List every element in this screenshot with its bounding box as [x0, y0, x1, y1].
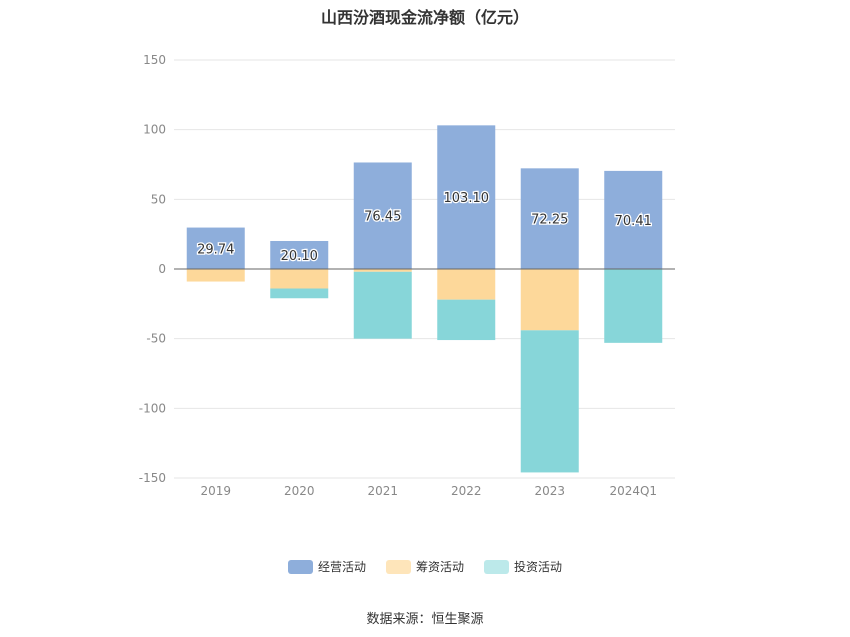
bar-financing	[520, 269, 579, 331]
y-tick-label: 50	[151, 192, 166, 206]
y-tick-label: 0	[158, 262, 166, 276]
bar-financing	[437, 269, 496, 300]
bar-operating	[186, 227, 245, 269]
data-label: 70.41	[615, 214, 652, 229]
x-tick-label: 2021	[367, 484, 398, 498]
legend-label-investing: 投资活动	[514, 560, 563, 574]
x-tick-label: 2024Q1	[609, 484, 657, 498]
legend-swatch-financing	[385, 559, 411, 574]
chart-title: 山西汾酒现金流净额（亿元）	[320, 8, 529, 27]
y-tick-label: -50	[146, 332, 166, 346]
legend-item-financing[interactable]: 筹资活动	[385, 558, 464, 575]
x-tick-label: 2023	[534, 484, 565, 498]
data-label: 20.10	[281, 249, 318, 264]
y-tick-label: 100	[143, 123, 166, 137]
legend-item-investing[interactable]: 投资活动	[484, 558, 562, 575]
bar-investing	[437, 299, 496, 341]
data-label: 72.25	[531, 213, 568, 228]
y-tick-label: 150	[143, 53, 166, 67]
bar-financing	[186, 269, 245, 282]
legend-label-financing: 筹资活动	[415, 560, 464, 574]
data-source: 数据来源：恒生聚源	[366, 612, 484, 627]
data-label: 29.74	[197, 242, 234, 257]
bar-financing	[353, 269, 412, 272]
legend-swatch-operating	[287, 559, 313, 574]
bar-operating	[353, 162, 412, 269]
legend-label-operating: 经营活动	[317, 560, 366, 574]
y-tick-label: -150	[139, 471, 166, 485]
x-tick-label: 2019	[200, 484, 231, 498]
x-tick-label: 2020	[284, 484, 315, 498]
legend: 经营活动 筹资活动 投资活动	[0, 558, 850, 575]
y-tick-label: -100	[139, 401, 166, 415]
bar-investing	[520, 330, 579, 473]
bar-investing	[604, 269, 663, 343]
bar-operating	[437, 125, 496, 269]
legend-item-operating[interactable]: 经营活动	[287, 558, 366, 575]
bar-investing	[270, 288, 329, 299]
bar-operating	[520, 168, 579, 269]
x-tick-label: 2022	[451, 484, 482, 498]
data-label: 103.10	[444, 191, 490, 206]
bar-operating	[270, 240, 329, 269]
bar-financing	[270, 269, 329, 289]
bar-investing	[353, 271, 412, 339]
bar-operating	[604, 170, 663, 269]
data-label: 76.45	[364, 210, 401, 225]
legend-swatch-investing	[484, 559, 509, 574]
